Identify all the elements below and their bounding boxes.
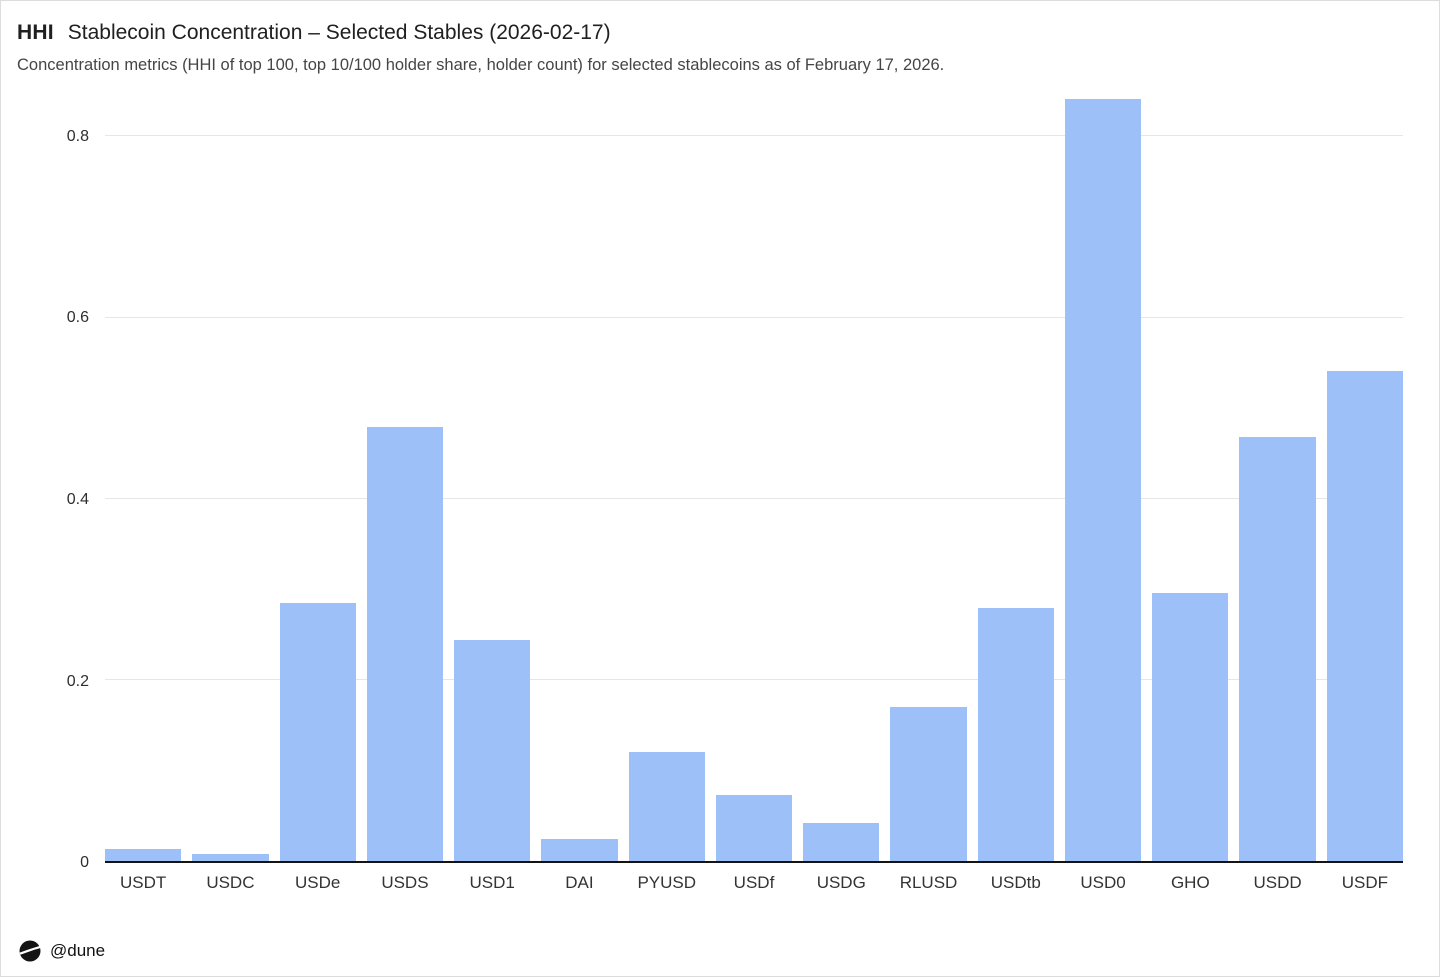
y-tick-label: 0.8 [66, 127, 89, 145]
attribution: @dune [19, 940, 105, 962]
x-axis-labels: USDT USDC USDe USDS USD1 DAI PYUSD USDf USDG RLUS… [105, 863, 1403, 893]
x-tick-label-USDf: USDf [733, 873, 775, 893]
plot-area [105, 91, 1403, 864]
x-tick-label-RLUSD: RLUSD [899, 873, 958, 893]
title-row: HHI Stablecoin Concentration – Selected … [17, 20, 1421, 45]
x-tick-label-USDtb: USDtb [990, 873, 1041, 893]
x-tick-label-USDe: USDe [294, 873, 341, 893]
gridline [105, 679, 1403, 681]
gridline [105, 497, 1403, 499]
x-tick-label-USDD: USDD [1253, 873, 1302, 893]
bar-USDD [1239, 437, 1316, 862]
metric-badge: HHI [17, 21, 54, 44]
bar-USDe [279, 603, 356, 862]
x-tick-label-USDF: USDF [1341, 873, 1388, 893]
y-axis: 0 0.2 0.4 0.6 0.8 [1, 91, 105, 872]
y-tick-label: 0.6 [66, 309, 89, 327]
chart-subtitle: Concentration metrics (HHI of top 100, t… [17, 56, 945, 75]
bar-PYUSD [628, 751, 705, 862]
x-tick-label-USD0: USD0 [1080, 873, 1126, 893]
bar-DAI [541, 838, 618, 862]
x-tick-label-USDS: USDS [381, 873, 429, 893]
gridline [105, 135, 1403, 137]
bar-USDC [192, 853, 269, 862]
bar-USDG [803, 823, 880, 862]
chart-header: HHI Stablecoin Concentration – Selected … [1, 1, 1439, 75]
bar-chart: 0 0.2 0.4 0.6 0.8 USDT USDC USDe USDS USD1 DAI PYU… [1, 91, 1403, 893]
bar-USD0 [1064, 99, 1142, 862]
bar-USDtb [977, 608, 1054, 862]
bar-RLUSD [890, 707, 967, 862]
bar-USDS [366, 427, 444, 862]
dune-handle: @dune [50, 941, 106, 960]
x-tick-label-USD1: USD1 [469, 873, 515, 893]
bar-USDF [1326, 371, 1403, 862]
x-tick-label-PYUSD: PYUSD [637, 873, 697, 893]
y-tick-label: 0.2 [66, 672, 89, 690]
bar-USD1 [454, 640, 531, 862]
y-tick-label: 0 [80, 854, 89, 872]
x-tick-label-DAI: DAI [565, 873, 594, 893]
bar-GHO [1152, 593, 1229, 862]
gridline [105, 316, 1403, 318]
bar-USDT [105, 849, 182, 862]
dune-logo-icon [19, 940, 41, 962]
x-tick-label-USDT: USDT [119, 873, 167, 893]
bars [105, 91, 1403, 862]
y-tick-label: 0.4 [66, 490, 89, 508]
x-tick-label-USDG: USDG [816, 873, 866, 893]
bar-USDf [715, 795, 793, 862]
x-tick-label-GHO: GHO [1170, 873, 1210, 893]
x-tick-label-USDC: USDC [206, 873, 255, 893]
page-title: Stablecoin Concentration – Selected Stab… [67, 21, 611, 44]
